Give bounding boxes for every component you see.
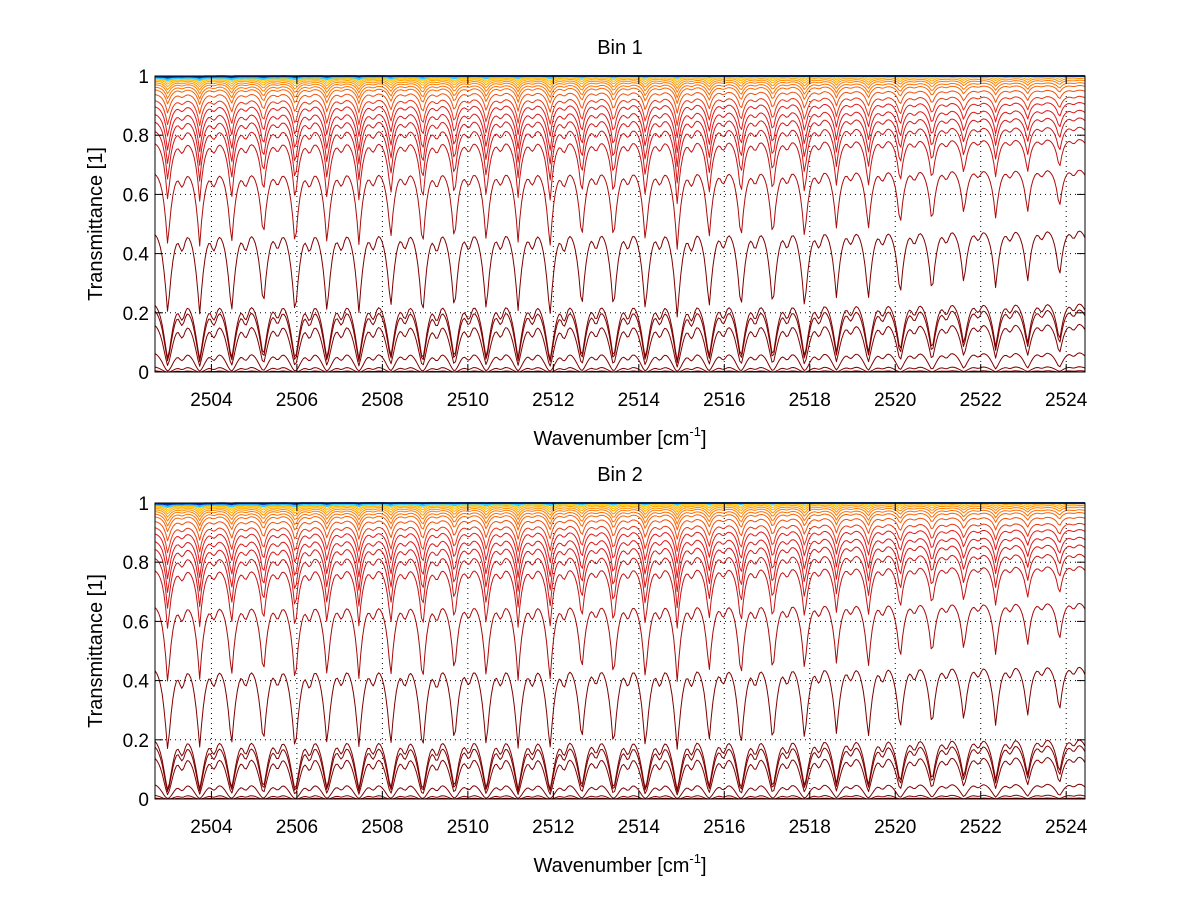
y-tick-label: 1 bbox=[138, 494, 149, 515]
x-tick-label: 2516 bbox=[703, 817, 745, 838]
ticks: 2504 2506 2508 2510 2512 2514 2516 2518 2520 2522… bbox=[123, 494, 1088, 838]
series-line bbox=[154, 85, 1086, 105]
x-tick-label: 2512 bbox=[532, 390, 574, 411]
y-tick-label: 0 bbox=[138, 363, 149, 384]
y-tick-label: 0.8 bbox=[123, 126, 149, 147]
ticks: 2504 2506 2508 2510 2512 2514 2516 2518 2520 2522… bbox=[123, 67, 1088, 411]
x-tick-label: 2514 bbox=[618, 817, 661, 838]
x-tick-label: 2512 bbox=[532, 817, 574, 838]
series-line bbox=[154, 139, 1086, 205]
x-tick-label: 2510 bbox=[447, 390, 489, 411]
x-tick-label: 2504 bbox=[190, 390, 233, 411]
y-tick-label: 0.6 bbox=[123, 185, 149, 206]
x-tick-label: 2508 bbox=[361, 390, 403, 411]
series-line bbox=[154, 89, 1086, 115]
x-axis-label-sup: -1 bbox=[689, 424, 701, 439]
series-line bbox=[154, 79, 1086, 95]
x-tick-label: 2506 bbox=[276, 817, 318, 838]
x-tick-label: 2520 bbox=[874, 817, 916, 838]
series-line bbox=[154, 75, 1085, 83]
series-line bbox=[154, 503, 1086, 515]
x-tick-label: 2522 bbox=[960, 390, 1002, 411]
series-line bbox=[154, 506, 1086, 522]
chart-title: Bin 2 bbox=[597, 464, 643, 486]
series-line bbox=[154, 512, 1086, 533]
series-line bbox=[154, 504, 1086, 518]
y-tick-label: 1 bbox=[138, 67, 149, 88]
y-tick-label: 0.6 bbox=[123, 612, 149, 633]
series-line bbox=[154, 323, 1086, 368]
series-line bbox=[154, 502, 1085, 512]
x-axis-label-end: ] bbox=[701, 855, 707, 877]
x-tick-label: 2516 bbox=[703, 390, 745, 411]
y-axis-label: Transmittance [1] bbox=[85, 147, 107, 301]
y-tick-label: 0.2 bbox=[123, 731, 149, 752]
x-axis-label-sup: -1 bbox=[689, 851, 701, 866]
x-axis-label: Wavenumber [cm-1] bbox=[533, 851, 706, 877]
x-tick-label: 2510 bbox=[447, 817, 489, 838]
x-axis-label: Wavenumber [cm-1] bbox=[533, 424, 706, 450]
series-line bbox=[154, 794, 1086, 800]
series-line bbox=[154, 352, 1086, 372]
series-line bbox=[154, 783, 1086, 800]
x-tick-label: 2504 bbox=[190, 817, 233, 838]
x-tick-label: 2506 bbox=[276, 390, 318, 411]
x-tick-label: 2524 bbox=[1045, 390, 1088, 411]
x-tick-label: 2508 bbox=[361, 817, 403, 838]
x-tick-label: 2522 bbox=[960, 817, 1002, 838]
series-line bbox=[154, 109, 1086, 153]
series-line bbox=[154, 756, 1086, 796]
series-line bbox=[154, 502, 1085, 510]
series-line bbox=[154, 745, 1086, 793]
subplot-bin-1: Bin 1 2504 2506 2508 2510 2512 2514 2516 2518 25… bbox=[85, 37, 1088, 450]
x-tick-label: 2518 bbox=[789, 390, 831, 411]
series-line bbox=[154, 553, 1086, 609]
series-line bbox=[154, 739, 1086, 791]
y-tick-label: 0.8 bbox=[123, 553, 149, 574]
series-line bbox=[154, 102, 1086, 139]
series-line bbox=[154, 544, 1086, 593]
series-line bbox=[154, 602, 1086, 682]
series-line bbox=[154, 95, 1086, 127]
x-tick-label: 2518 bbox=[789, 817, 831, 838]
series-line bbox=[154, 536, 1086, 580]
x-tick-label: 2524 bbox=[1045, 817, 1088, 838]
y-tick-label: 0.4 bbox=[123, 245, 150, 266]
series-line bbox=[154, 77, 1086, 91]
series-line bbox=[154, 566, 1086, 629]
y-axis-label: Transmittance [1] bbox=[85, 574, 107, 728]
x-tick-label: 2520 bbox=[874, 390, 916, 411]
series-line bbox=[154, 117, 1086, 168]
y-tick-label: 0.2 bbox=[123, 304, 149, 325]
series-line bbox=[154, 82, 1086, 100]
series-line bbox=[154, 303, 1086, 362]
series-line bbox=[154, 169, 1086, 250]
subplot-bin-2: Bin 2 2504 2506 2508 2510 2512 2514 2516 2518 25… bbox=[85, 464, 1088, 877]
x-axis-label-main: Wavenumber [cm bbox=[533, 428, 689, 450]
series-line bbox=[154, 230, 1086, 318]
series-line bbox=[154, 309, 1086, 364]
series-line bbox=[154, 666, 1086, 750]
series-line bbox=[154, 76, 1086, 88]
series-line bbox=[154, 366, 1086, 373]
x-axis-label-main: Wavenumber [cm bbox=[533, 855, 689, 877]
x-axis-label-end: ] bbox=[701, 428, 707, 450]
series-line bbox=[154, 126, 1086, 184]
y-tick-label: 0.4 bbox=[123, 672, 150, 693]
axes-frame bbox=[154, 502, 1086, 800]
series-line bbox=[154, 509, 1086, 527]
chart-title: Bin 1 bbox=[597, 37, 643, 59]
series-line bbox=[154, 522, 1086, 554]
series-line bbox=[154, 529, 1086, 565]
y-tick-label: 0 bbox=[138, 790, 149, 811]
series-group bbox=[154, 502, 1086, 800]
series-group bbox=[154, 75, 1086, 373]
x-tick-label: 2514 bbox=[618, 390, 661, 411]
series-line bbox=[154, 75, 1085, 85]
series-line bbox=[154, 516, 1086, 542]
axes-frame bbox=[154, 75, 1086, 373]
